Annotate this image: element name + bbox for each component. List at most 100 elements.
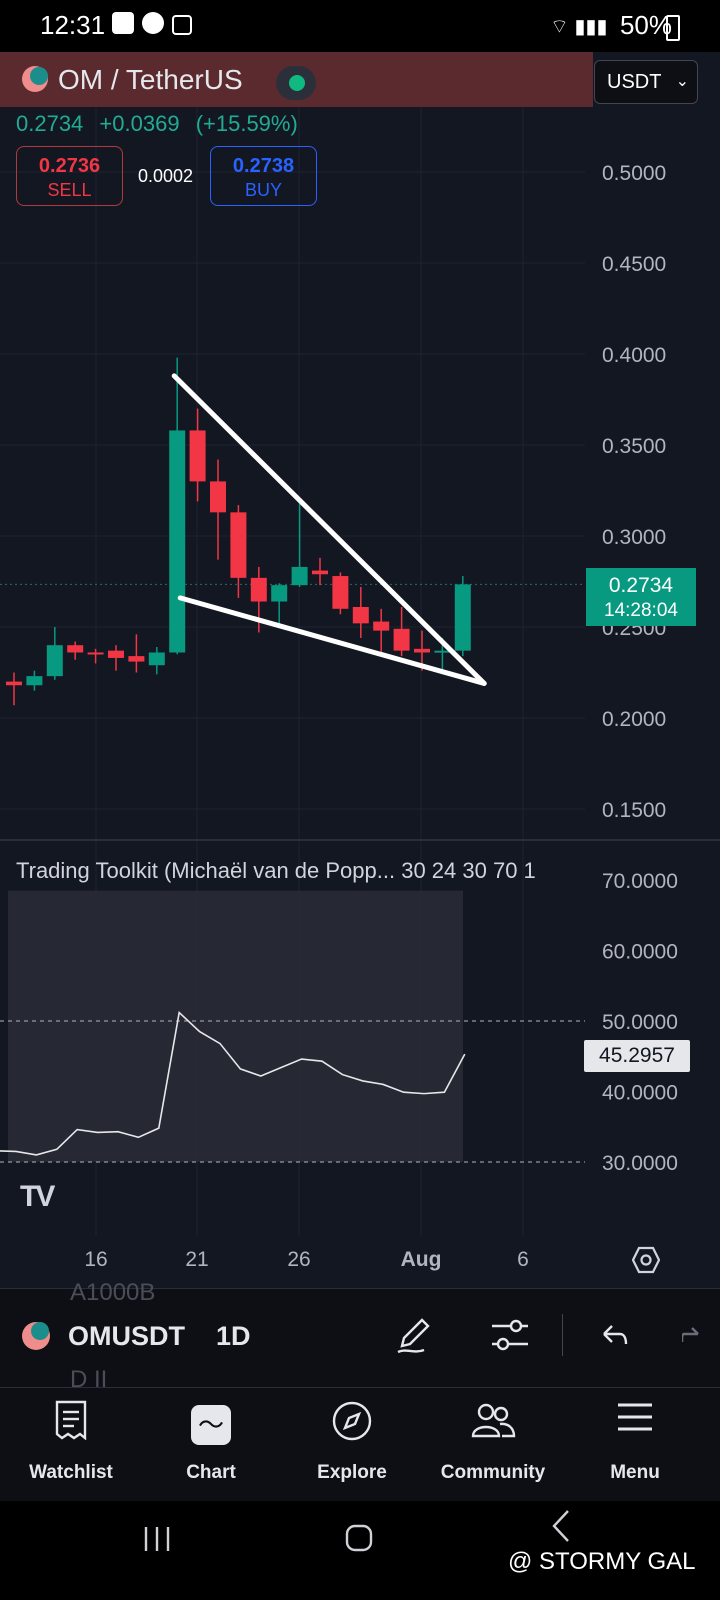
watermark-text: @ STORMY GAL	[508, 1548, 696, 1575]
lock-icon	[172, 15, 192, 35]
symbol-logo-badge-icon	[30, 67, 48, 85]
indicator-highlight-band	[8, 890, 463, 1162]
candle-body	[26, 676, 43, 686]
chart-grid	[0, 52, 720, 1236]
tradingview-logo-icon[interactable]: TV	[20, 1180, 55, 1213]
toolbar-ghost-text: A1000B	[70, 1279, 156, 1306]
sell-price: 0.2736	[38, 155, 101, 177]
candle-body	[414, 648, 430, 653]
symbol-search-button[interactable]: OMUSDT	[68, 1321, 185, 1351]
system-nav-bar	[0, 1501, 720, 1600]
menu-icon	[575, 1400, 695, 1450]
chevron-down-icon: ⌄	[675, 73, 689, 90]
drawing-tools-pencil-icon[interactable]	[394, 1314, 434, 1356]
buy-button[interactable]: 0.2738 BUY	[210, 146, 317, 206]
candle-body	[291, 566, 308, 586]
undo-icon[interactable]	[600, 1322, 630, 1348]
last-price-tag-value: 0.2734	[608, 574, 674, 597]
price-summary: 0.2734 +0.0369 (+15.59%)	[16, 111, 308, 137]
time-axis-label: Aug	[401, 1248, 442, 1271]
candle-body	[148, 652, 165, 666]
time-axis-label: 16	[84, 1248, 107, 1271]
candle-body	[87, 652, 104, 655]
interval-button[interactable]: 1D	[216, 1321, 251, 1351]
nav-chart[interactable]: 〜 Chart	[151, 1400, 271, 1484]
candle-body	[46, 645, 63, 677]
youtube-icon	[112, 12, 134, 34]
candle-body	[6, 681, 22, 686]
candle-body	[373, 621, 390, 631]
last-price-tag: 0.2734 14:28:04	[586, 568, 696, 626]
currency-value: USDT	[607, 71, 662, 93]
indicator-line	[0, 1010, 466, 1156]
wedge-upper-trendline	[171, 373, 487, 686]
candle-body	[434, 650, 451, 653]
price-axis-label: 0.1500	[602, 799, 666, 822]
price-axis-label: 0.3500	[602, 435, 666, 458]
market-open-dot-icon	[289, 75, 305, 91]
wifi-signal-icon: ⌔ ▮▮▮	[550, 16, 608, 38]
price-axis-label: 0.4000	[602, 344, 666, 367]
time-axis-label: 21	[185, 1248, 208, 1271]
candle-body	[67, 645, 84, 653]
toolbar-separator	[562, 1314, 563, 1356]
sell-button[interactable]: 0.2736 SELL	[16, 146, 123, 206]
buy-price: 0.2738	[232, 155, 295, 177]
price-axis-label: 0.3000	[602, 526, 666, 549]
redo-icon[interactable]	[682, 1326, 702, 1348]
time-axis-label: 26	[287, 1248, 310, 1271]
price-axis-label: 0.5000	[602, 162, 666, 185]
symbol-title[interactable]: OM / TetherUS	[58, 64, 243, 95]
compass-icon	[292, 1400, 412, 1450]
spread-value: 0.0002	[138, 166, 194, 186]
buy-label: BUY	[244, 180, 282, 200]
time-axis-label: 6	[517, 1248, 529, 1271]
price-chart[interactable]: 0.50000.45000.40000.35000.30000.25000.20…	[0, 52, 720, 1288]
candle-body	[230, 512, 247, 578]
notification-icons	[112, 12, 192, 35]
price-change-pct: (+15.59%)	[195, 111, 298, 136]
candle-body	[189, 430, 206, 482]
back-icon[interactable]	[550, 1509, 572, 1543]
watchlist-icon	[11, 1400, 131, 1450]
indicator-axis-label: 30.0000	[602, 1152, 678, 1175]
nav-watchlist[interactable]: Watchlist	[11, 1400, 131, 1484]
chart-icon: 〜	[151, 1400, 271, 1450]
nav-label: Explore	[317, 1462, 387, 1483]
candle-body	[250, 577, 267, 602]
sell-label: SELL	[47, 180, 92, 200]
time-axis: 16 21 26 Aug 6	[84, 1248, 529, 1271]
bar-countdown: 14:28:04	[604, 600, 678, 621]
candle-body	[352, 606, 369, 624]
nav-label: Menu	[610, 1462, 660, 1483]
price-axis-label: 0.4500	[602, 253, 666, 276]
candle-body	[108, 650, 124, 658]
candle-body	[210, 481, 226, 513]
game-icon	[142, 12, 164, 34]
toolbar-symbol-badge-icon	[31, 1322, 49, 1340]
indicator-axis-label: 70.0000	[602, 870, 678, 893]
chart-settings-icon[interactable]	[632, 1246, 660, 1274]
nav-menu[interactable]: Menu	[575, 1400, 695, 1484]
nav-label: Chart	[186, 1462, 236, 1483]
recent-apps-icon[interactable]	[142, 1525, 172, 1553]
indicators-sliders-icon[interactable]	[490, 1316, 530, 1354]
nav-community[interactable]: Community	[433, 1400, 553, 1484]
candle-body	[332, 576, 349, 609]
status-time: 12:31	[40, 10, 106, 40]
candle-body	[312, 570, 328, 575]
wedge-lower-trendline	[177, 595, 487, 686]
indicator-axis-label: 40.0000	[602, 1082, 678, 1105]
candle-body	[393, 628, 410, 651]
community-icon	[433, 1400, 553, 1450]
chart-toolbar	[0, 1288, 720, 1387]
nav-explore[interactable]: Explore	[292, 1400, 412, 1484]
currency-select[interactable]: USDT ⌄	[594, 60, 698, 104]
price-axis-label: 0.2000	[602, 708, 666, 731]
indicator-pane: 70.0000 60.0000 50.0000 40.0000 30.0000	[0, 870, 678, 1175]
nav-label: Community	[440, 1462, 546, 1483]
battery-icon	[666, 15, 680, 41]
indicator-title[interactable]: Trading Toolkit (Michaël van de Popp... …	[16, 858, 536, 883]
battery-level: 50%	[619, 10, 672, 40]
home-icon[interactable]	[344, 1523, 374, 1553]
